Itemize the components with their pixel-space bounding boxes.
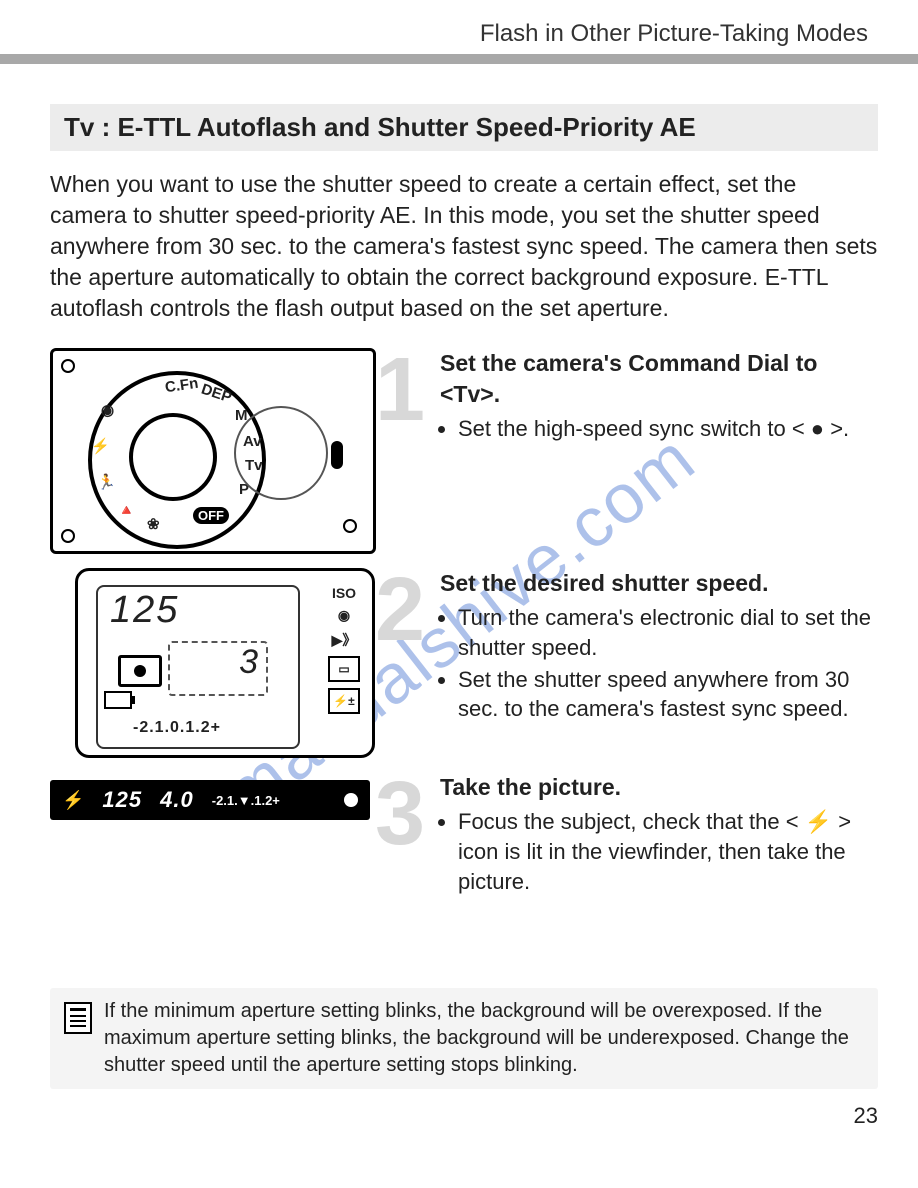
note-box: If the minimum aperture setting blinks, … — [50, 988, 878, 1089]
lcd-frame-counter: 3 — [168, 641, 268, 696]
dial-mode-icon: ❀ — [147, 515, 160, 533]
vf-scale: -2.1.▼.1.2+ — [212, 793, 280, 808]
step-3-text: Take the picture. Focus the subject, che… — [440, 772, 878, 898]
section-title-text: E-TTL Autoflash and Shutter Speed-Priori… — [117, 112, 695, 142]
step-2-figure: 125 3 -2.1.0.1.2+ ISO ◉ ▶》 ▭ ⚡± — [50, 568, 375, 758]
lcd-illustration: 125 3 -2.1.0.1.2+ ISO ◉ ▶》 ▭ ⚡± — [75, 568, 375, 758]
manual-page: Flash in Other Picture-Taking Modes Tv :… — [0, 0, 918, 1159]
step-3-figure: ⚡ 125 4.0 -2.1.▼.1.2+ — [50, 772, 375, 820]
redeye-icon: ◉ — [338, 607, 350, 624]
dial-mode-icon: ⚡ — [91, 437, 110, 455]
section-heading: Tv : E-TTL Autoflash and Shutter Speed-P… — [50, 104, 878, 151]
lcd-battery-icon — [104, 691, 132, 709]
step-3-title: Take the picture. — [440, 772, 878, 803]
flash-ready-icon: ⚡ — [62, 790, 84, 811]
step-1: C.Fn DEP M Av Tv P OFF ◉ ⚡ 🏃 🔺 ❀ — [50, 348, 878, 554]
step-number-2: 2 — [370, 574, 430, 646]
vf-focus-confirm-icon — [344, 793, 358, 807]
step-number-3: 3 — [370, 778, 430, 850]
section-prefix: Tv : — [64, 112, 110, 142]
step-2: 125 3 -2.1.0.1.2+ ISO ◉ ▶》 ▭ ⚡± 2 Set t — [50, 568, 878, 758]
steps-list: C.Fn DEP M Av Tv P OFF ◉ ⚡ 🏃 🔺 ❀ — [50, 348, 878, 898]
step-2-text: Set the desired shutter speed. Turn the … — [440, 568, 878, 726]
step-2-bullet: Turn the camera's electronic dial to set… — [458, 603, 878, 662]
drive-icon: ▭ — [328, 656, 360, 682]
viewfinder-illustration: ⚡ 125 4.0 -2.1.▼.1.2+ — [50, 780, 370, 820]
lcd-shutter-speed: 125 — [110, 589, 179, 632]
lcd-side-icons: ISO ◉ ▶》 ▭ ⚡± — [328, 585, 360, 714]
lcd-iso-label: ISO — [332, 585, 356, 601]
step-3: ⚡ 125 4.0 -2.1.▼.1.2+ 3 Take the picture… — [50, 772, 878, 898]
step-2-bullet: Set the shutter speed anywhere from 30 s… — [458, 665, 878, 724]
vf-aperture: 4.0 — [160, 787, 194, 813]
step-3-bullet: Focus the subject, check that the < ⚡ > … — [458, 807, 878, 896]
step-number-1: 1 — [370, 354, 430, 426]
dial-mode-icon: ◉ — [101, 401, 114, 419]
dial-mode-icon: 🏃 — [97, 473, 116, 491]
chapter-title: Flash in Other Picture-Taking Modes — [50, 20, 878, 48]
note-icon — [64, 1002, 92, 1034]
step-1-text: Set the camera's Command Dial to <Tv>. S… — [440, 348, 878, 446]
intro-paragraph: When you want to use the shutter speed t… — [50, 169, 878, 324]
sound-icon: ▶》 — [332, 630, 357, 650]
step-1-bullet: Set the high-speed sync switch to < ● >. — [458, 414, 878, 444]
step-1-title: Set the camera's Command Dial to <Tv>. — [440, 348, 878, 410]
dial-label-off: OFF — [193, 507, 229, 524]
dial-highlight-circle — [234, 406, 328, 500]
header-rule — [0, 54, 918, 64]
command-dial-illustration: C.Fn DEP M Av Tv P OFF ◉ ⚡ 🏃 🔺 ❀ — [50, 348, 376, 554]
lcd-exposure-scale: -2.1.0.1.2+ — [133, 719, 221, 737]
flash-comp-icon: ⚡± — [328, 688, 360, 714]
dial-index-mark — [331, 441, 343, 469]
step-2-title: Set the desired shutter speed. — [440, 568, 878, 599]
lcd-metering-icon — [118, 655, 162, 687]
page-number: 23 — [50, 1103, 878, 1129]
dial-mode-icon: 🔺 — [117, 501, 136, 519]
note-text: If the minimum aperture setting blinks, … — [104, 998, 864, 1079]
vf-shutter: 125 — [102, 787, 142, 813]
step-1-figure: C.Fn DEP M Av Tv P OFF ◉ ⚡ 🏃 🔺 ❀ — [50, 348, 375, 554]
